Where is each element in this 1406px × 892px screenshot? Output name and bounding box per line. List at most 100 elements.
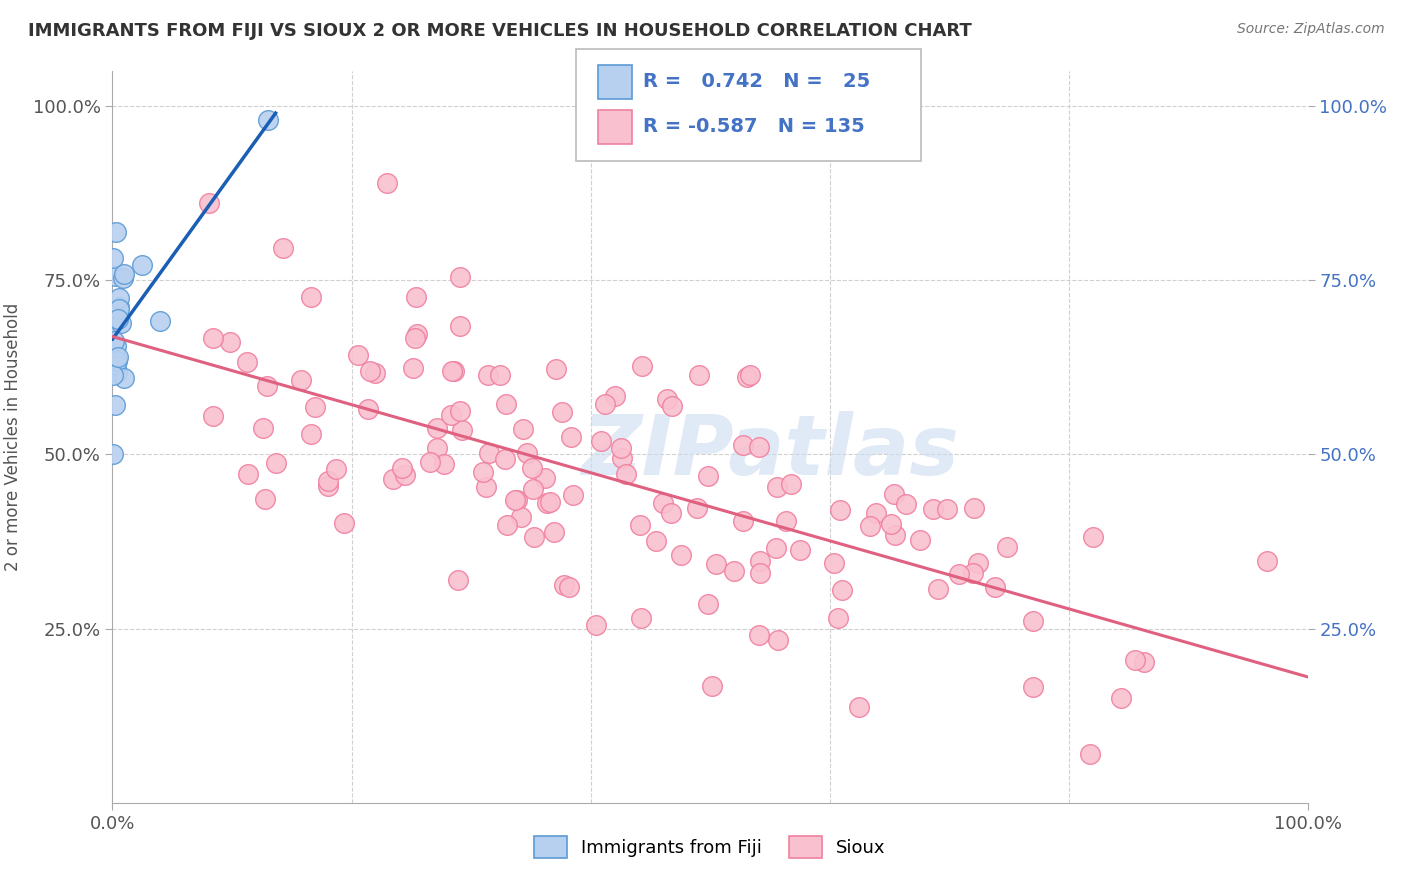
Point (671, 548, 693, 562)
Point (562, 488, 585, 502)
Point (271, 242, 294, 256)
Point (103, 334, 125, 348)
Point (780, 476, 803, 491)
Point (723, 564, 745, 578)
Point (104, 351, 127, 365)
Point (544, 362, 567, 376)
Point (441, 364, 464, 378)
Point (110, 316, 132, 330)
Point (655, 392, 678, 406)
Point (103, 399, 125, 413)
Point (733, 514, 755, 528)
Point (446, 573, 468, 587)
Text: R = -0.587   N = 135: R = -0.587 N = 135 (643, 118, 865, 136)
Point (538, 495, 561, 509)
Point (101, 318, 124, 332)
Point (107, 300, 129, 314)
Y-axis label: 2 or more Vehicles in Household: 2 or more Vehicles in Household (4, 303, 21, 571)
Point (738, 368, 761, 382)
Point (731, 438, 754, 452)
Point (359, 364, 381, 378)
Point (299, 427, 322, 442)
Point (105, 353, 128, 368)
Point (585, 618, 607, 632)
Point (534, 471, 557, 485)
Point (827, 611, 849, 625)
Point (884, 527, 907, 541)
Legend: Immigrants from Fiji, Sioux: Immigrants from Fiji, Sioux (526, 827, 894, 867)
Point (523, 530, 546, 544)
Point (520, 461, 543, 475)
Point (112, 268, 135, 282)
Point (704, 557, 727, 571)
Point (1256, 554, 1278, 568)
Point (478, 446, 501, 460)
Point (219, 334, 242, 349)
Point (290, 373, 312, 387)
Point (748, 627, 770, 641)
Point (108, 302, 131, 317)
Point (765, 541, 787, 555)
Point (543, 525, 565, 540)
Point (254, 491, 277, 506)
Point (697, 597, 720, 611)
FancyBboxPatch shape (598, 65, 633, 99)
Point (112, 370, 135, 384)
Point (516, 446, 538, 460)
Point (419, 454, 441, 468)
Point (364, 366, 387, 380)
Point (894, 497, 917, 511)
Point (105, 225, 128, 239)
Point (449, 318, 471, 333)
Point (394, 467, 416, 482)
Point (749, 554, 772, 568)
Point (256, 379, 278, 393)
Point (404, 331, 426, 345)
Point (201, 331, 224, 345)
Point (768, 632, 790, 647)
Point (997, 540, 1019, 554)
Point (318, 474, 340, 488)
Point (1022, 680, 1045, 694)
Point (966, 556, 988, 570)
Point (356, 402, 378, 417)
Point (921, 501, 943, 516)
Point (264, 456, 287, 470)
Point (652, 496, 675, 510)
Point (494, 452, 516, 467)
Point (560, 430, 582, 444)
Point (257, 113, 280, 128)
Point (848, 700, 870, 714)
Point (346, 348, 368, 362)
Point (536, 495, 558, 509)
Point (198, 196, 221, 211)
Point (984, 580, 1007, 594)
Point (551, 405, 574, 419)
Point (426, 442, 449, 456)
Point (381, 472, 404, 486)
Point (440, 408, 463, 422)
Point (131, 258, 153, 272)
Point (103, 368, 125, 382)
Point (496, 518, 519, 533)
Point (1078, 747, 1101, 761)
Point (609, 441, 631, 455)
Point (1133, 655, 1156, 669)
Point (236, 467, 259, 481)
Point (505, 492, 527, 507)
Point (865, 506, 887, 520)
Point (325, 462, 347, 476)
Point (107, 350, 129, 364)
Point (1123, 653, 1146, 667)
Point (748, 566, 770, 580)
Point (616, 467, 638, 482)
Point (963, 500, 986, 515)
Point (686, 500, 709, 515)
Point (748, 440, 770, 454)
Point (405, 290, 427, 304)
Point (304, 400, 326, 414)
Point (104, 268, 127, 283)
Point (789, 542, 811, 557)
Point (593, 396, 616, 410)
Point (475, 480, 498, 494)
